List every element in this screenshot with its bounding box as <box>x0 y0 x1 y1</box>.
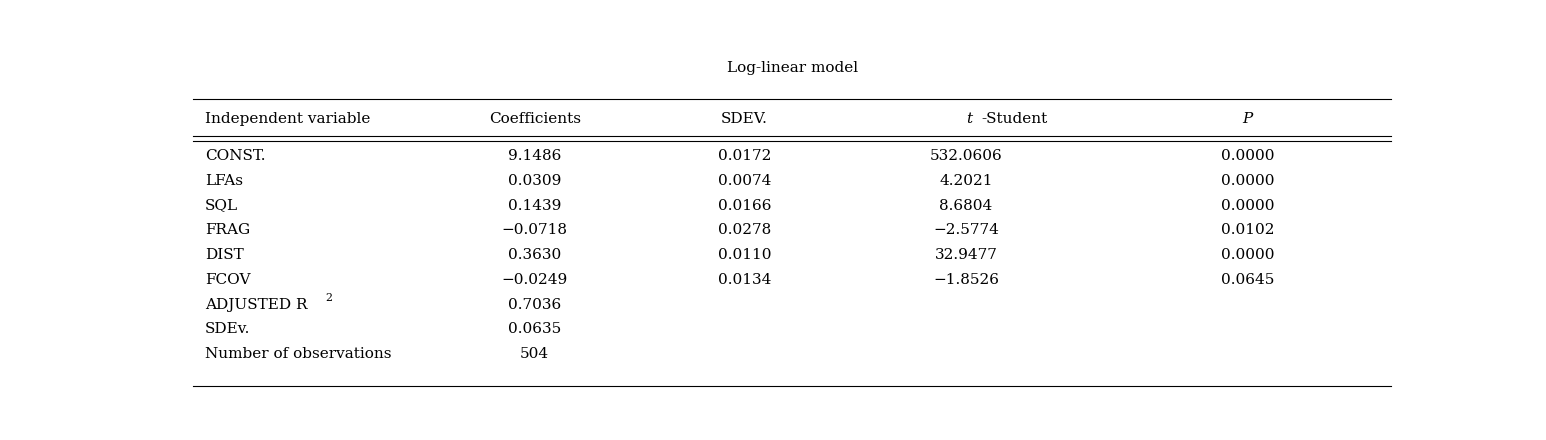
Text: ADJUSTED R: ADJUSTED R <box>206 297 308 312</box>
Text: −2.5774: −2.5774 <box>934 224 999 237</box>
Text: 0.0110: 0.0110 <box>717 248 771 262</box>
Text: 0.0172: 0.0172 <box>717 149 771 163</box>
Text: 0.0000: 0.0000 <box>1221 149 1274 163</box>
Text: 504: 504 <box>519 347 549 361</box>
Text: 0.0000: 0.0000 <box>1221 248 1274 262</box>
Text: Independent variable: Independent variable <box>206 112 371 126</box>
Text: −0.0718: −0.0718 <box>502 224 567 237</box>
Text: 4.2021: 4.2021 <box>940 174 993 188</box>
Text: 0.1439: 0.1439 <box>509 198 561 213</box>
Text: 32.9477: 32.9477 <box>935 248 997 262</box>
Text: 0.0278: 0.0278 <box>717 224 771 237</box>
Text: P: P <box>1243 112 1252 126</box>
Text: 8.6804: 8.6804 <box>940 198 993 213</box>
Text: −0.0249: −0.0249 <box>501 273 567 287</box>
Text: 0.0000: 0.0000 <box>1221 198 1274 213</box>
Text: Log-linear model: Log-linear model <box>727 61 858 75</box>
Text: 0.0102: 0.0102 <box>1221 224 1274 237</box>
Text: Coefficients: Coefficients <box>489 112 581 126</box>
Text: 0.0000: 0.0000 <box>1221 174 1274 188</box>
Text: 0.0635: 0.0635 <box>509 322 561 336</box>
Text: 0.0166: 0.0166 <box>717 198 771 213</box>
Text: −1.8526: −1.8526 <box>934 273 999 287</box>
Text: 532.0606: 532.0606 <box>929 149 1002 163</box>
Text: SDEv.: SDEv. <box>206 322 250 336</box>
Text: CONST.: CONST. <box>206 149 266 163</box>
Text: 2: 2 <box>325 293 332 303</box>
Text: FRAG: FRAG <box>206 224 250 237</box>
Text: 0.0074: 0.0074 <box>717 174 771 188</box>
Text: SDEV.: SDEV. <box>720 112 768 126</box>
Text: LFAs: LFAs <box>206 174 243 188</box>
Text: 0.0645: 0.0645 <box>1221 273 1274 287</box>
Text: 0.3630: 0.3630 <box>509 248 561 262</box>
Text: FCOV: FCOV <box>206 273 250 287</box>
Text: 0.7036: 0.7036 <box>509 297 561 312</box>
Text: SQL: SQL <box>206 198 238 213</box>
Text: -Student: -Student <box>982 112 1048 126</box>
Text: DIST: DIST <box>206 248 244 262</box>
Text: t: t <box>966 112 972 126</box>
Text: 0.0309: 0.0309 <box>509 174 561 188</box>
Text: 9.1486: 9.1486 <box>509 149 561 163</box>
Text: 0.0134: 0.0134 <box>717 273 771 287</box>
Text: Number of observations: Number of observations <box>206 347 391 361</box>
